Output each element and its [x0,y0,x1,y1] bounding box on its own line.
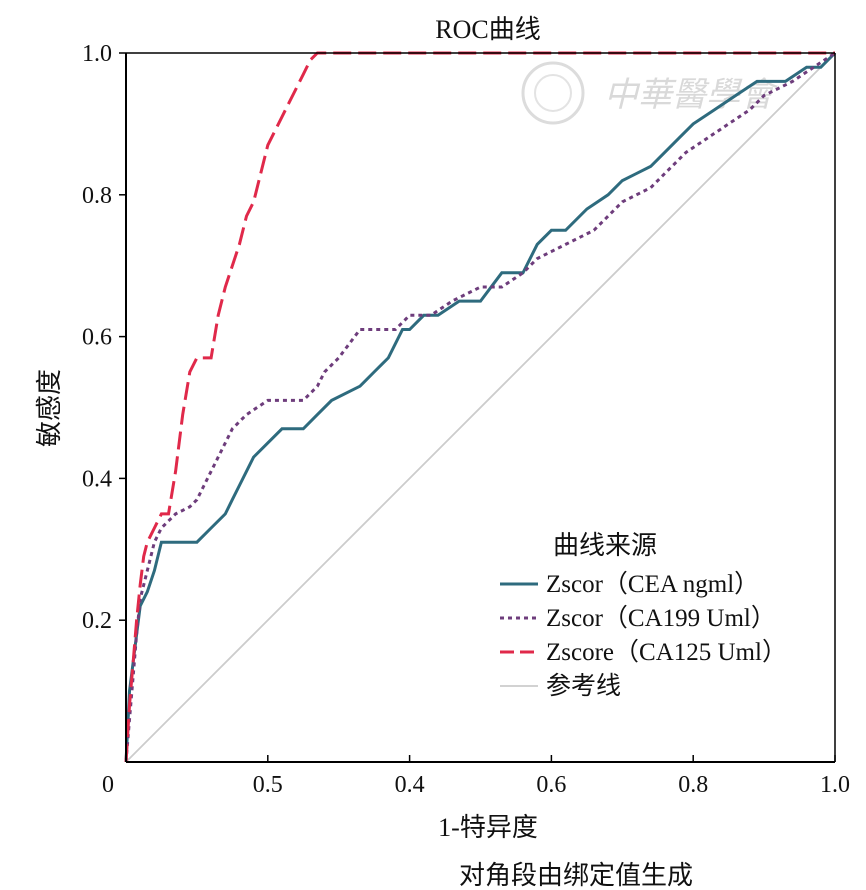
series-layer [124,51,837,763]
legend: 曲线来源 Zscor（CEA ngml）Zscor（CA199 Uml）Zsco… [500,531,787,700]
legend-entry-label: Zscore（CA125 Uml） [546,638,787,666]
series-line-3 [125,52,836,763]
watermark-text: 中華醫學會 [604,77,779,114]
chart-caption: 对角段由绑定值生成 [459,861,693,890]
x-tick-label: 0 [102,772,114,798]
chart-title: ROC曲线 [435,15,540,44]
watermark: 中華醫學會 [521,61,779,125]
y-tick-label: 0.2 [82,608,112,634]
y-axis-label: 敏感度 [35,369,64,447]
legend-entry-label: Zscor（CEA ngml） [546,570,759,598]
series-line-2 [124,51,835,763]
y-tick-label: 0.4 [82,466,112,492]
x-tick-label: 1.0 [820,772,850,798]
series-line-1 [124,51,836,763]
y-ticks: 0.2 0.4 0.6 0.8 1.0 [82,41,126,634]
y-tick-label: 1.0 [82,41,112,67]
x-tick-label: 0.8 [678,772,708,798]
y-tick-label: 0.8 [82,183,112,209]
legend-entry-label: Zscor（CA199 Uml） [546,604,776,632]
x-ticks: 0 0.5 0.4 0.6 0.8 1.0 [102,755,850,798]
series-line-0 [124,51,837,763]
watermark-seal-icon [521,61,585,125]
legend-title: 曲线来源 [553,531,657,560]
y-tick-label: 0.6 [82,325,112,351]
x-axis-label: 1-特异度 [438,813,538,842]
legend-items: Zscor（CEA ngml） Zscor（CA199 Uml） Zscore（CA… [500,570,787,700]
legend-entry-label: 参考线 [546,672,621,700]
x-tick-label: 0.6 [536,772,566,798]
x-tick-label: 0.5 [253,772,283,798]
watermark-seal-inner-icon [534,74,572,112]
x-tick-label: 0.4 [395,772,425,798]
